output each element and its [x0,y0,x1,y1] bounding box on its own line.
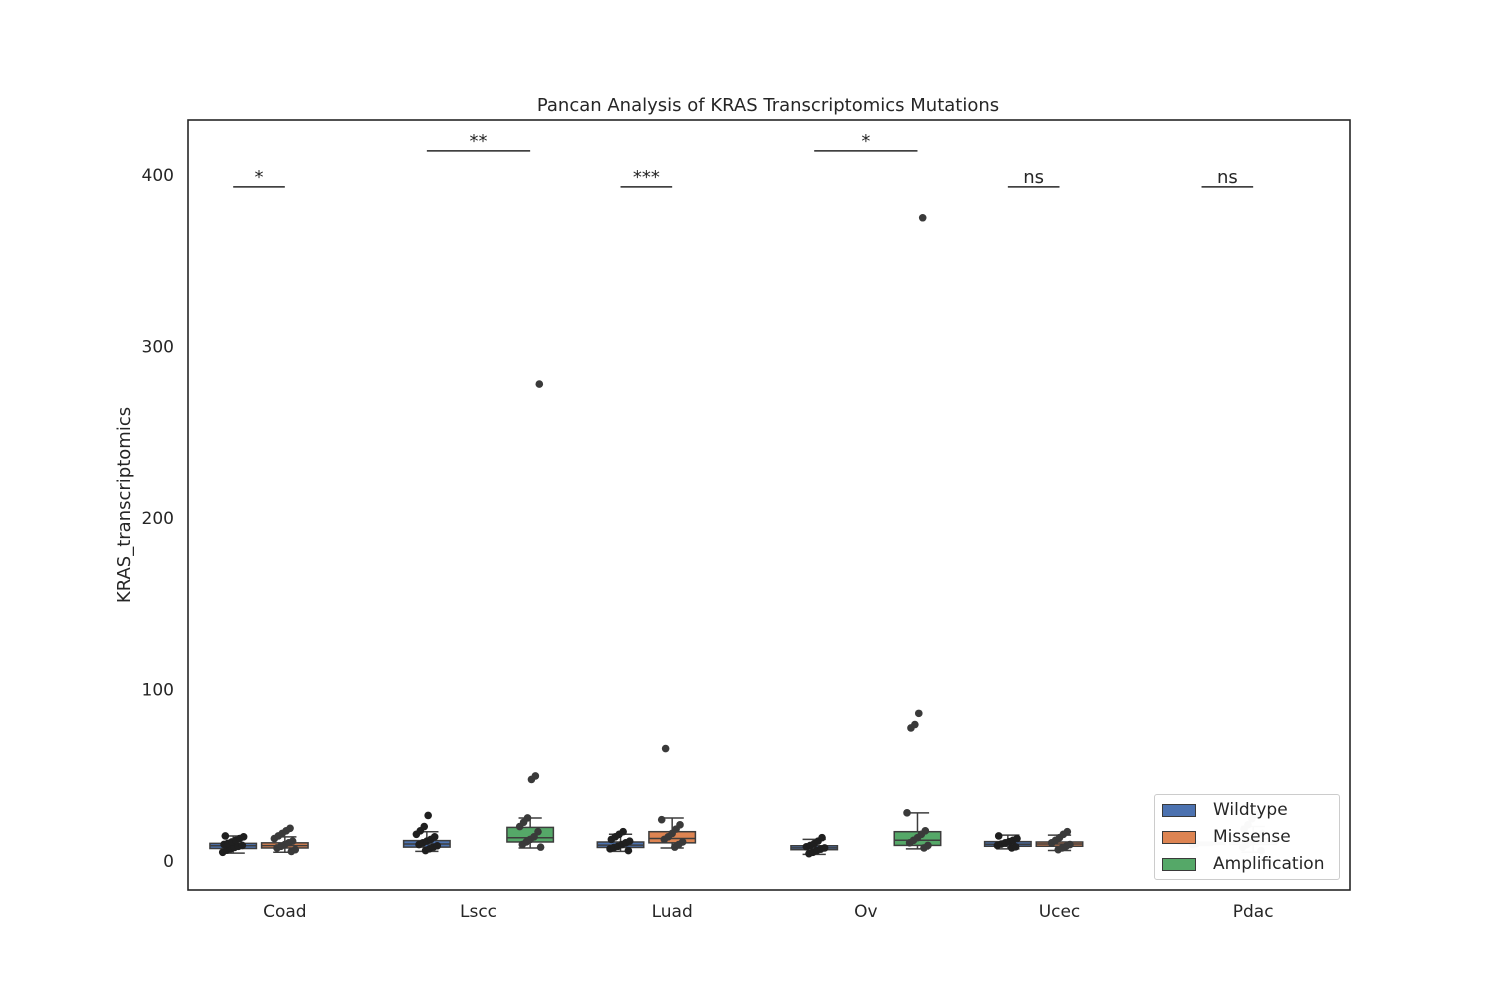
x-axis-ticks: Coad Lscc Luad Ov Ucec Pdac [263,902,1273,922]
legend-label-missense: Missense [1213,827,1291,847]
point-amplification-lscc [536,843,545,851]
point-amplification-ov [921,827,930,835]
point-amplification-lscc [534,827,542,836]
legend: Wildtype Missense Amplification [1154,794,1340,880]
point-amplification-ov [911,720,919,729]
point-wildtype-luad [625,837,634,845]
plot-area [209,213,1278,858]
point-wildtype-coad [221,832,230,840]
annotation-label-pdac: ns [1217,167,1238,188]
point-missense-coad [291,845,300,854]
box-group-missense-coad [260,824,309,856]
point-wildtype-lscc [433,841,442,850]
point-wildtype-ov [820,844,829,852]
y-tick-label: 100 [142,680,174,700]
point-missense-ucec [1066,840,1074,849]
plot-frame [187,119,1351,891]
y-axis-ticks: 0 100 200 300 400 [142,166,174,872]
point-amplification-ov [924,841,932,850]
point-missense-coad [286,824,294,833]
annotation-label-lscc: ** [470,131,488,152]
box-group-missense-ucec [1035,827,1084,854]
point-wildtype-coad [238,841,247,850]
legend-item-missense: Missense [1162,827,1291,847]
point-wildtype-ucec [1013,834,1021,843]
significance-annotations: *******ns ns [233,131,1254,188]
annotation-label-coad: * [255,167,264,188]
legend-swatch-amplification [1162,857,1196,871]
point-missense-luad [661,744,670,753]
y-tick-label: 400 [142,166,174,186]
legend-swatch-missense [1162,830,1196,844]
point-amplification-lscc [535,380,544,388]
box-group-wildtype-coad [209,832,258,857]
annotation-label-ov: * [861,131,870,152]
point-missense-ucec [1063,827,1072,836]
box-group-amplification-lscc [506,380,555,851]
box-group-wildtype-lscc [402,811,451,855]
x-tick-label-coad: Coad [263,902,306,922]
point-wildtype-lscc [424,811,432,820]
point-amplification-ov [918,213,927,222]
point-wildtype-luad [619,827,627,836]
point-missense-luad [657,815,666,824]
legend-label-amplification: Amplification [1213,854,1325,874]
box-group-wildtype-luad [596,827,645,855]
x-tick-label-pdac: Pdac [1233,902,1274,922]
point-missense-luad [676,821,684,829]
y-tick-label: 300 [142,337,174,357]
point-amplification-lscc [530,833,538,841]
legend-item-amplification: Amplification [1162,854,1324,874]
point-missense-luad [678,838,687,846]
x-tick-label-lscc: Lscc [460,902,497,922]
legend-swatch-wildtype [1162,803,1196,817]
point-amplification-lscc [523,814,532,822]
point-wildtype-ucec [994,832,1003,840]
x-tick-label-ucec: Ucec [1039,902,1081,922]
legend-item-wildtype: Wildtype [1162,800,1288,820]
point-wildtype-ov [818,833,826,842]
annotation-label-ucec: ns [1023,167,1044,188]
point-wildtype-coad [239,833,248,841]
point-wildtype-ucec [1011,842,1020,851]
box-group-wildtype-ucec [983,832,1032,852]
point-wildtype-lscc [430,833,439,841]
box-group-wildtype-ov [790,833,839,858]
box-group-missense-luad [648,744,697,851]
x-tick-label-ov: Ov [854,902,877,922]
y-tick-label: 200 [142,509,174,529]
point-missense-coad [288,837,297,845]
y-tick-label: 0 [163,852,174,872]
y-axis-label: KRAS_transcriptomics [114,407,135,603]
point-wildtype-luad [624,846,633,855]
x-tick-label-luad: Luad [652,902,693,922]
point-amplification-ov [914,709,923,718]
point-wildtype-lscc [420,822,429,831]
chart-title: Pancan Analysis of KRAS Transcriptomics … [537,95,999,116]
point-amplification-ov [903,809,911,817]
point-amplification-lscc [531,772,540,780]
annotation-label-luad: *** [633,167,660,188]
legend-label-wildtype: Wildtype [1213,800,1288,820]
box-group-amplification-ov [893,213,942,852]
